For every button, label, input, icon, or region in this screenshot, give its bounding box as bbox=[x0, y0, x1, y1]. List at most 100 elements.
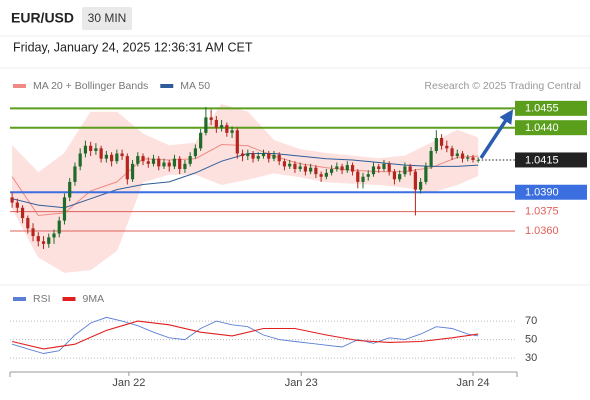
candle-body bbox=[83, 145, 88, 154]
candle-body bbox=[361, 176, 365, 182]
candle-body bbox=[445, 145, 449, 149]
level-label-box bbox=[515, 152, 587, 168]
x-tick-label: Jan 23 bbox=[285, 377, 318, 389]
candle-body bbox=[460, 153, 465, 159]
candle-body bbox=[193, 148, 198, 157]
candle-body bbox=[36, 236, 40, 242]
candle-body bbox=[314, 167, 318, 175]
candle-body bbox=[455, 153, 459, 157]
indicator-line bbox=[11, 320, 479, 350]
candle-body bbox=[403, 166, 407, 175]
candle-body bbox=[20, 207, 25, 219]
level-label: 1.0455 bbox=[525, 103, 559, 115]
legend-swatch bbox=[13, 84, 26, 88]
candle-body bbox=[340, 166, 344, 171]
candle-body bbox=[230, 130, 234, 133]
source-note: Research © 2025 Trading Central bbox=[424, 80, 581, 92]
candle-body bbox=[104, 154, 108, 159]
candle-body bbox=[429, 150, 433, 167]
candle-body bbox=[366, 174, 370, 177]
candle-body bbox=[57, 220, 61, 234]
candle-body bbox=[324, 172, 328, 177]
candle-body bbox=[392, 171, 397, 180]
candle-body bbox=[235, 130, 239, 154]
candle-body bbox=[439, 138, 444, 146]
candle-body bbox=[10, 197, 14, 203]
legend-swatch bbox=[13, 297, 26, 301]
candle-body bbox=[476, 159, 480, 161]
legend-swatch bbox=[62, 297, 76, 301]
candle-body bbox=[471, 157, 475, 160]
candle-body bbox=[293, 163, 297, 169]
candle-body bbox=[387, 163, 391, 172]
candle-body bbox=[371, 166, 376, 175]
x-tick-label: Jan 24 bbox=[456, 377, 489, 389]
legend-label: RSI bbox=[33, 293, 51, 305]
level-label-box bbox=[515, 120, 587, 136]
candle-body bbox=[282, 161, 287, 167]
legend-label: MA 50 bbox=[180, 80, 210, 92]
x-tick-label: Jan 22 bbox=[112, 377, 145, 389]
candle-body bbox=[246, 153, 250, 157]
candle-body bbox=[162, 162, 166, 167]
timestamp: Friday, January 24, 2025 12:36:31 AM CET bbox=[13, 40, 253, 54]
candle-body bbox=[335, 166, 339, 169]
candle-body bbox=[26, 218, 30, 229]
indicator-line bbox=[11, 316, 479, 354]
candle-body bbox=[157, 158, 161, 167]
candle-body bbox=[130, 163, 135, 180]
candle-body bbox=[62, 197, 67, 221]
candle-body bbox=[167, 162, 171, 167]
candle-body bbox=[377, 166, 381, 169]
candle-body bbox=[277, 154, 281, 162]
candle-body bbox=[199, 132, 203, 149]
candle-body bbox=[240, 153, 245, 157]
candle-body bbox=[183, 163, 187, 169]
candle-body bbox=[225, 125, 229, 133]
candle-body bbox=[178, 158, 182, 169]
candle-body bbox=[298, 166, 302, 169]
candle-body bbox=[466, 157, 470, 159]
candle-body bbox=[424, 166, 428, 182]
candle-body bbox=[73, 166, 77, 182]
candle-body bbox=[31, 228, 35, 237]
candle-body bbox=[68, 181, 72, 198]
candle-body bbox=[125, 156, 129, 180]
candle-body bbox=[345, 165, 349, 171]
candle-body bbox=[209, 117, 213, 120]
candle-body bbox=[41, 241, 46, 244]
interval: 30 MIN bbox=[88, 11, 127, 25]
candle-body bbox=[329, 168, 334, 173]
forecast-arrow bbox=[479, 109, 514, 159]
candle-body bbox=[303, 166, 308, 172]
candle-body bbox=[267, 153, 271, 159]
candle-body bbox=[382, 163, 386, 169]
candle-body bbox=[47, 237, 51, 244]
candle-body bbox=[319, 174, 323, 177]
y-tick-label: 30 bbox=[525, 352, 537, 364]
candle-body bbox=[419, 181, 423, 190]
level-label: 1.0415 bbox=[525, 154, 559, 166]
symbol: EUR/USD bbox=[11, 10, 74, 26]
candle-body bbox=[120, 153, 124, 157]
y-tick-label: 50 bbox=[525, 334, 537, 346]
candle-body bbox=[52, 233, 56, 238]
candle-body bbox=[251, 153, 255, 159]
candle-body bbox=[450, 148, 454, 157]
candle-body bbox=[356, 171, 360, 182]
candle-body bbox=[188, 156, 192, 164]
y-tick-label: 70 bbox=[525, 315, 537, 327]
candle-body bbox=[99, 148, 103, 159]
candle-body bbox=[15, 202, 19, 208]
candle-body bbox=[172, 158, 177, 167]
bollinger-band bbox=[12, 104, 479, 273]
candle-body bbox=[89, 145, 93, 151]
candle-body bbox=[408, 166, 412, 172]
candle-body bbox=[110, 154, 114, 162]
candle-body bbox=[288, 163, 292, 167]
candle-body bbox=[214, 119, 218, 128]
candle-body bbox=[434, 138, 438, 151]
level-label: 1.0360 bbox=[525, 225, 559, 237]
bollinger-lower bbox=[11, 172, 479, 273]
